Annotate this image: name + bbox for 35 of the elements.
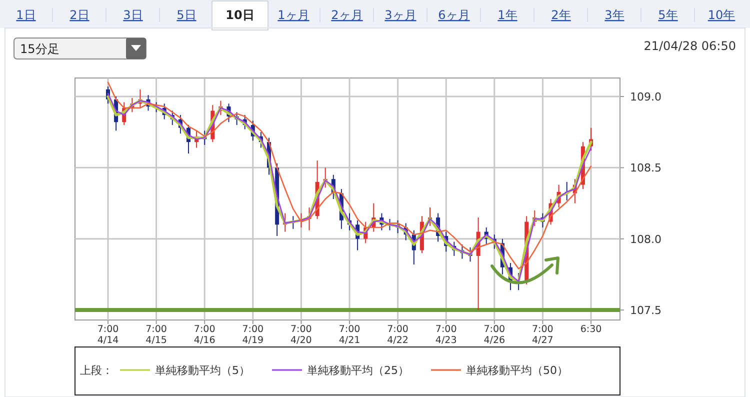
text: 15分足 [20, 42, 60, 56]
text: 2日 [70, 8, 90, 22]
legend-label: 単純移動平均（50） [466, 364, 568, 377]
text: 1ヶ月 [278, 8, 310, 22]
x-tick-label: 7:00 4/22 [387, 324, 408, 346]
text: 1日 [16, 8, 36, 22]
y-tick-label: 109.0 [630, 90, 662, 104]
text: 3ヶ月 [384, 8, 416, 22]
text: 3日 [123, 8, 143, 22]
legend-label: 単純移動平均（25） [307, 364, 409, 377]
x-tick-label: 7:00 4/14 [97, 324, 119, 346]
text: 2ヶ月 [331, 8, 363, 22]
legend-label: 単純移動平均（5） [155, 364, 250, 377]
y-tick-label: 107.5 [630, 304, 662, 318]
y-tick-label: 108.0 [630, 232, 662, 246]
legend-title: 上段： [80, 364, 113, 377]
text: 3年 [604, 8, 624, 22]
x-tick-label: 7:00 4/20 [290, 324, 312, 346]
text: 6ヶ月 [438, 8, 470, 22]
text: 10日 [226, 8, 254, 22]
y-tick-label: 108.5 [630, 162, 662, 175]
x-tick-label: 7:00 4/15 [146, 324, 167, 346]
x-tick-label: 7:00 4/23 [435, 324, 457, 346]
x-tick-label: 7:00 4/16 [194, 324, 216, 346]
text: 21/04/28 06:50 [644, 39, 736, 53]
x-tick-label: 7:00 4/19 [242, 324, 264, 346]
text: 5日 [176, 8, 196, 22]
x-tick-label: 7:00 4/26 [484, 324, 506, 346]
text: 2年 [551, 8, 571, 22]
x-tick-label: 7:00 4/27 [532, 324, 554, 346]
x-tick-label: 7:00 4/21 [338, 324, 360, 346]
text: 10年 [708, 8, 736, 22]
x-tick-label: 6:30 [580, 324, 602, 335]
text: 5年 [658, 8, 678, 22]
text: 1年 [498, 8, 518, 22]
